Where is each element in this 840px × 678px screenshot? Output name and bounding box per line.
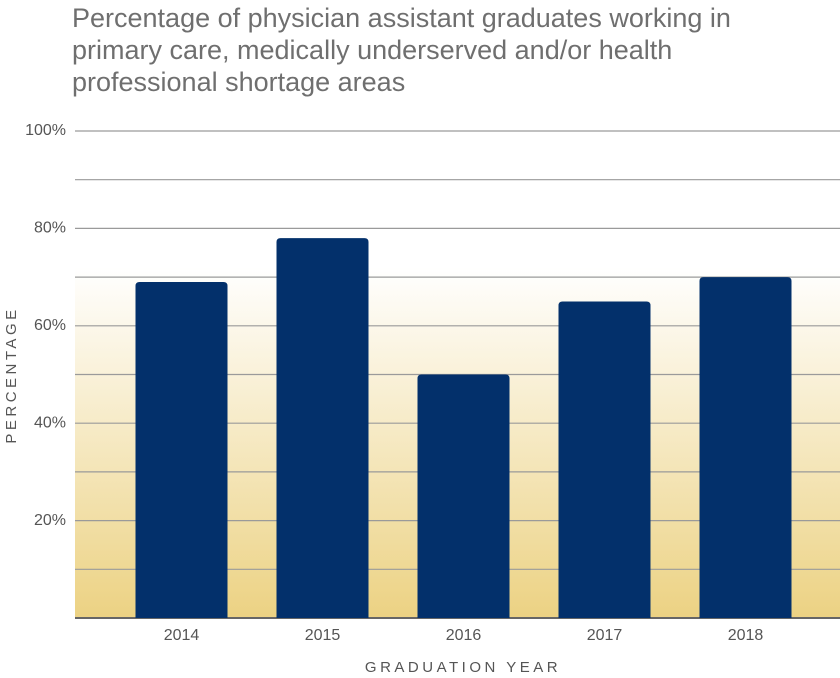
y-tick-label: 80% xyxy=(34,220,66,237)
bar xyxy=(276,238,369,618)
bar xyxy=(699,277,792,618)
x-tick-label: 2016 xyxy=(446,627,482,644)
y-tick-label: 60% xyxy=(34,317,66,334)
x-tick-label: 2014 xyxy=(164,627,200,644)
bar xyxy=(135,281,228,618)
bar xyxy=(417,374,510,618)
y-tick-label: 40% xyxy=(34,414,66,431)
x-tick-label: 2015 xyxy=(305,627,341,644)
y-tick-label: 100% xyxy=(25,122,66,139)
x-tick-label: 2017 xyxy=(587,627,623,644)
x-axis-title: GRADUATION YEAR xyxy=(365,659,561,676)
chart-title: Percentage of physician assistant gradua… xyxy=(72,3,731,97)
y-tick-label: 20% xyxy=(34,512,66,529)
x-tick-label: 2018 xyxy=(728,627,764,644)
bar xyxy=(558,301,651,618)
y-axis-title: PERCENTAGE xyxy=(3,306,20,443)
